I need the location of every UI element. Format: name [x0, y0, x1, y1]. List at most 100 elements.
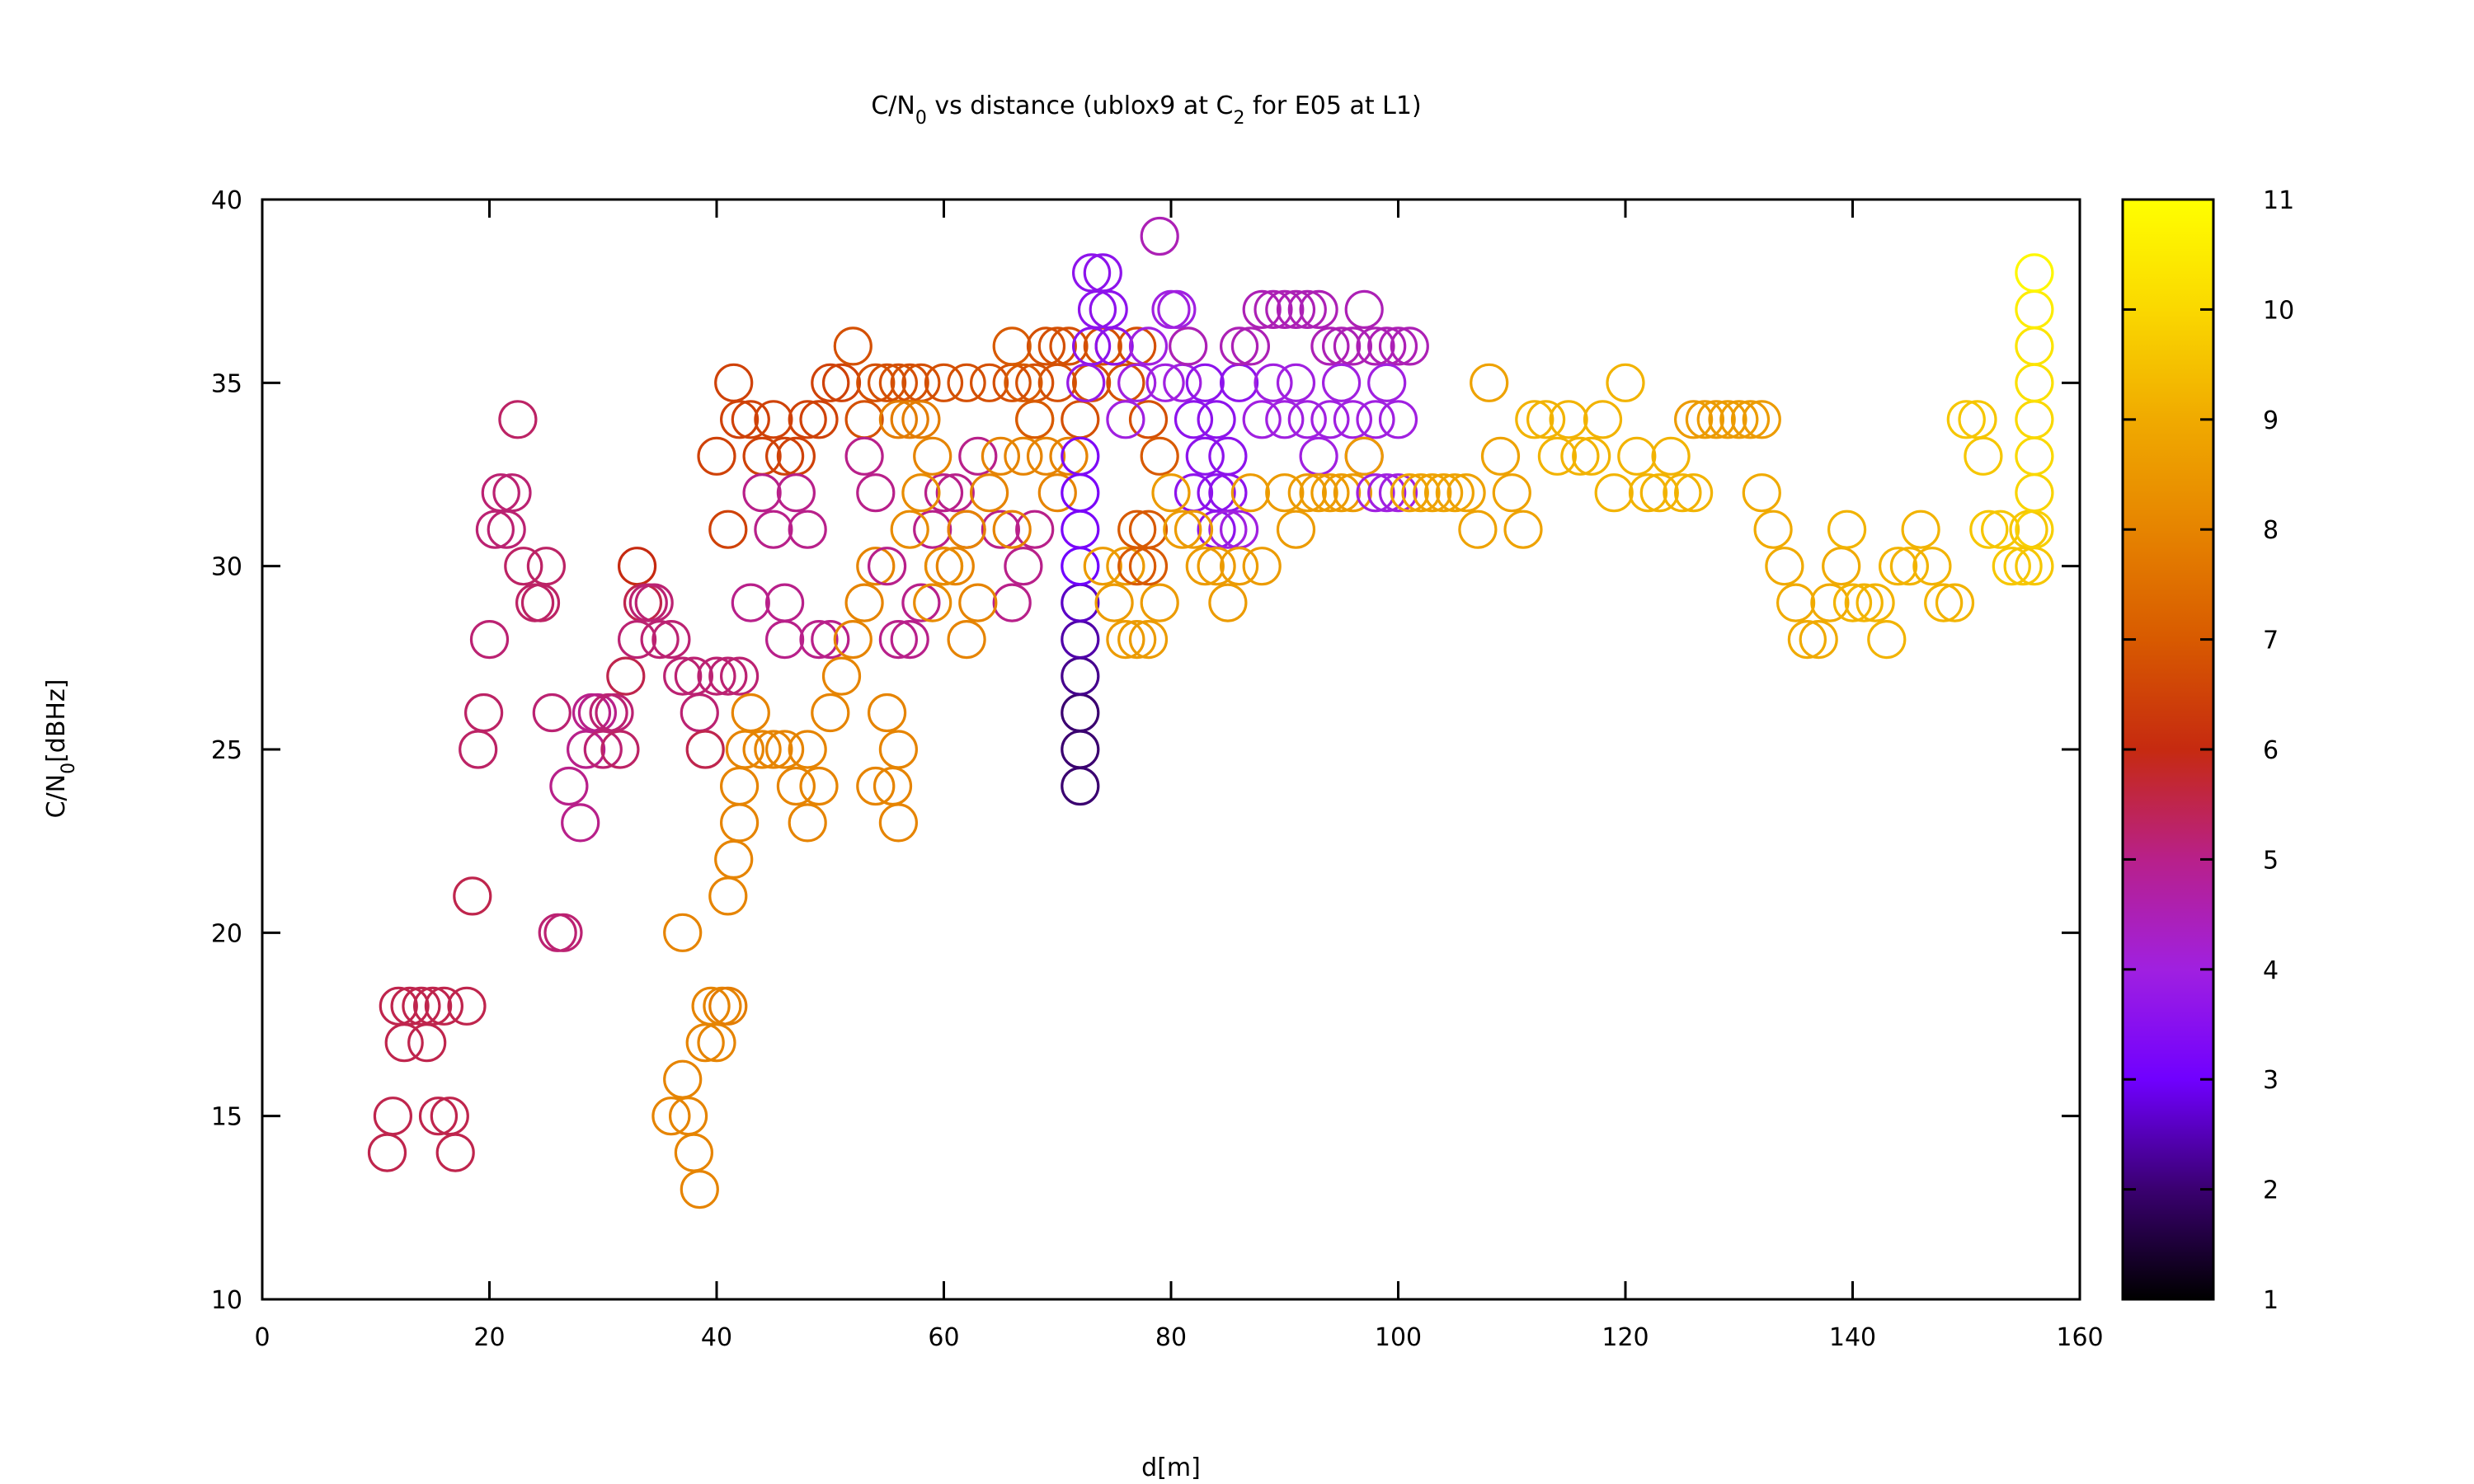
data-point — [1889, 547, 1929, 586]
data-point — [754, 510, 793, 549]
data-point — [731, 693, 770, 733]
data-point — [958, 436, 998, 476]
data-point — [1912, 547, 1952, 586]
y-axis: 10 15 20 25 30 35 40 — [211, 186, 2080, 1315]
data-point — [1061, 436, 1100, 476]
data-point — [844, 583, 884, 622]
data-point — [788, 803, 827, 843]
data-point — [492, 473, 532, 513]
data-point — [1197, 473, 1236, 513]
data-point — [697, 656, 736, 696]
data-point — [384, 1023, 424, 1063]
data-point — [1367, 473, 1407, 513]
data-point — [1140, 216, 1179, 256]
data-point — [1174, 510, 1214, 549]
data-point — [788, 730, 827, 769]
data-point — [680, 693, 719, 733]
data-point — [1037, 326, 1077, 366]
data-point — [685, 730, 725, 769]
data-point — [469, 619, 510, 660]
data-point — [1265, 473, 1305, 513]
data-point — [764, 436, 805, 476]
data-point — [992, 326, 1032, 366]
data-point — [890, 400, 929, 439]
data-point — [878, 619, 919, 660]
data-point — [708, 876, 748, 916]
data-point — [1208, 583, 1248, 622]
data-point — [1344, 289, 1384, 329]
data-point — [1061, 766, 1100, 806]
colorbar-tick-label: 4 — [2263, 956, 2279, 985]
data-point — [1413, 473, 1452, 513]
data-point — [1832, 583, 1873, 622]
data-point — [913, 510, 952, 549]
x-tick-label: 0 — [254, 1323, 270, 1352]
data-point — [1333, 473, 1373, 513]
y-tick-label: 25 — [211, 736, 242, 765]
data-point — [901, 583, 941, 622]
data-point — [1799, 619, 1838, 660]
data-point — [691, 986, 731, 1026]
data-point — [1924, 583, 1964, 622]
data-point — [878, 400, 919, 439]
data-point — [1606, 363, 1645, 402]
data-point — [731, 583, 770, 622]
colorbar-tick-label: 11 — [2263, 186, 2294, 215]
data-point — [742, 436, 782, 476]
data-point — [1492, 473, 1531, 513]
data-point — [1117, 619, 1157, 660]
data-point — [1276, 289, 1316, 329]
data-point — [1401, 473, 1441, 513]
data-point — [1276, 510, 1316, 549]
data-point — [1185, 363, 1225, 402]
data-point — [867, 363, 907, 402]
x-axis-label: d[m] — [1141, 1453, 1201, 1482]
data-point — [1992, 547, 2031, 586]
data-point — [1310, 326, 1350, 366]
data-point — [367, 1133, 407, 1172]
data-point — [463, 693, 504, 733]
data-point — [1537, 436, 1578, 476]
data-point — [1094, 326, 1134, 366]
data-point — [1901, 510, 1940, 549]
data-point — [788, 400, 827, 439]
data-point — [935, 473, 975, 513]
data-point — [561, 803, 600, 843]
data-point — [1061, 510, 1100, 549]
y-tick-label: 30 — [211, 553, 242, 582]
data-point — [1026, 326, 1066, 366]
data-point — [1333, 326, 1373, 366]
data-point — [1753, 510, 1793, 549]
y-tick-label: 15 — [211, 1103, 242, 1132]
x-tick-label: 140 — [1829, 1323, 1876, 1352]
data-point — [1276, 363, 1316, 402]
colorbar-tick-label: 7 — [2263, 627, 2279, 655]
data-point — [2015, 253, 2054, 293]
data-point — [435, 1133, 475, 1172]
x-tick-label: 120 — [1602, 1323, 1649, 1352]
data-point — [1265, 400, 1305, 439]
data-point — [1299, 289, 1338, 329]
data-point — [424, 986, 464, 1026]
data-point — [856, 766, 896, 806]
data-point — [1742, 473, 1781, 513]
data-point — [617, 547, 657, 586]
data-point — [390, 986, 430, 1026]
data-point — [719, 766, 760, 806]
data-point — [498, 400, 538, 439]
data-point — [1157, 289, 1197, 329]
x-axis: 0 20 40 60 80 100 120 140 160 — [254, 200, 2104, 1352]
data-point — [1015, 400, 1055, 439]
data-point — [1219, 363, 1259, 402]
data-point — [947, 363, 986, 402]
data-point — [1867, 619, 1907, 660]
data-point — [844, 400, 884, 439]
data-point — [1128, 326, 1169, 366]
data-point — [821, 363, 862, 402]
data-point — [742, 473, 782, 513]
data-point — [844, 436, 884, 476]
data-point — [788, 510, 827, 549]
data-point — [878, 803, 919, 843]
data-point — [1061, 656, 1100, 696]
data-point — [606, 656, 646, 696]
